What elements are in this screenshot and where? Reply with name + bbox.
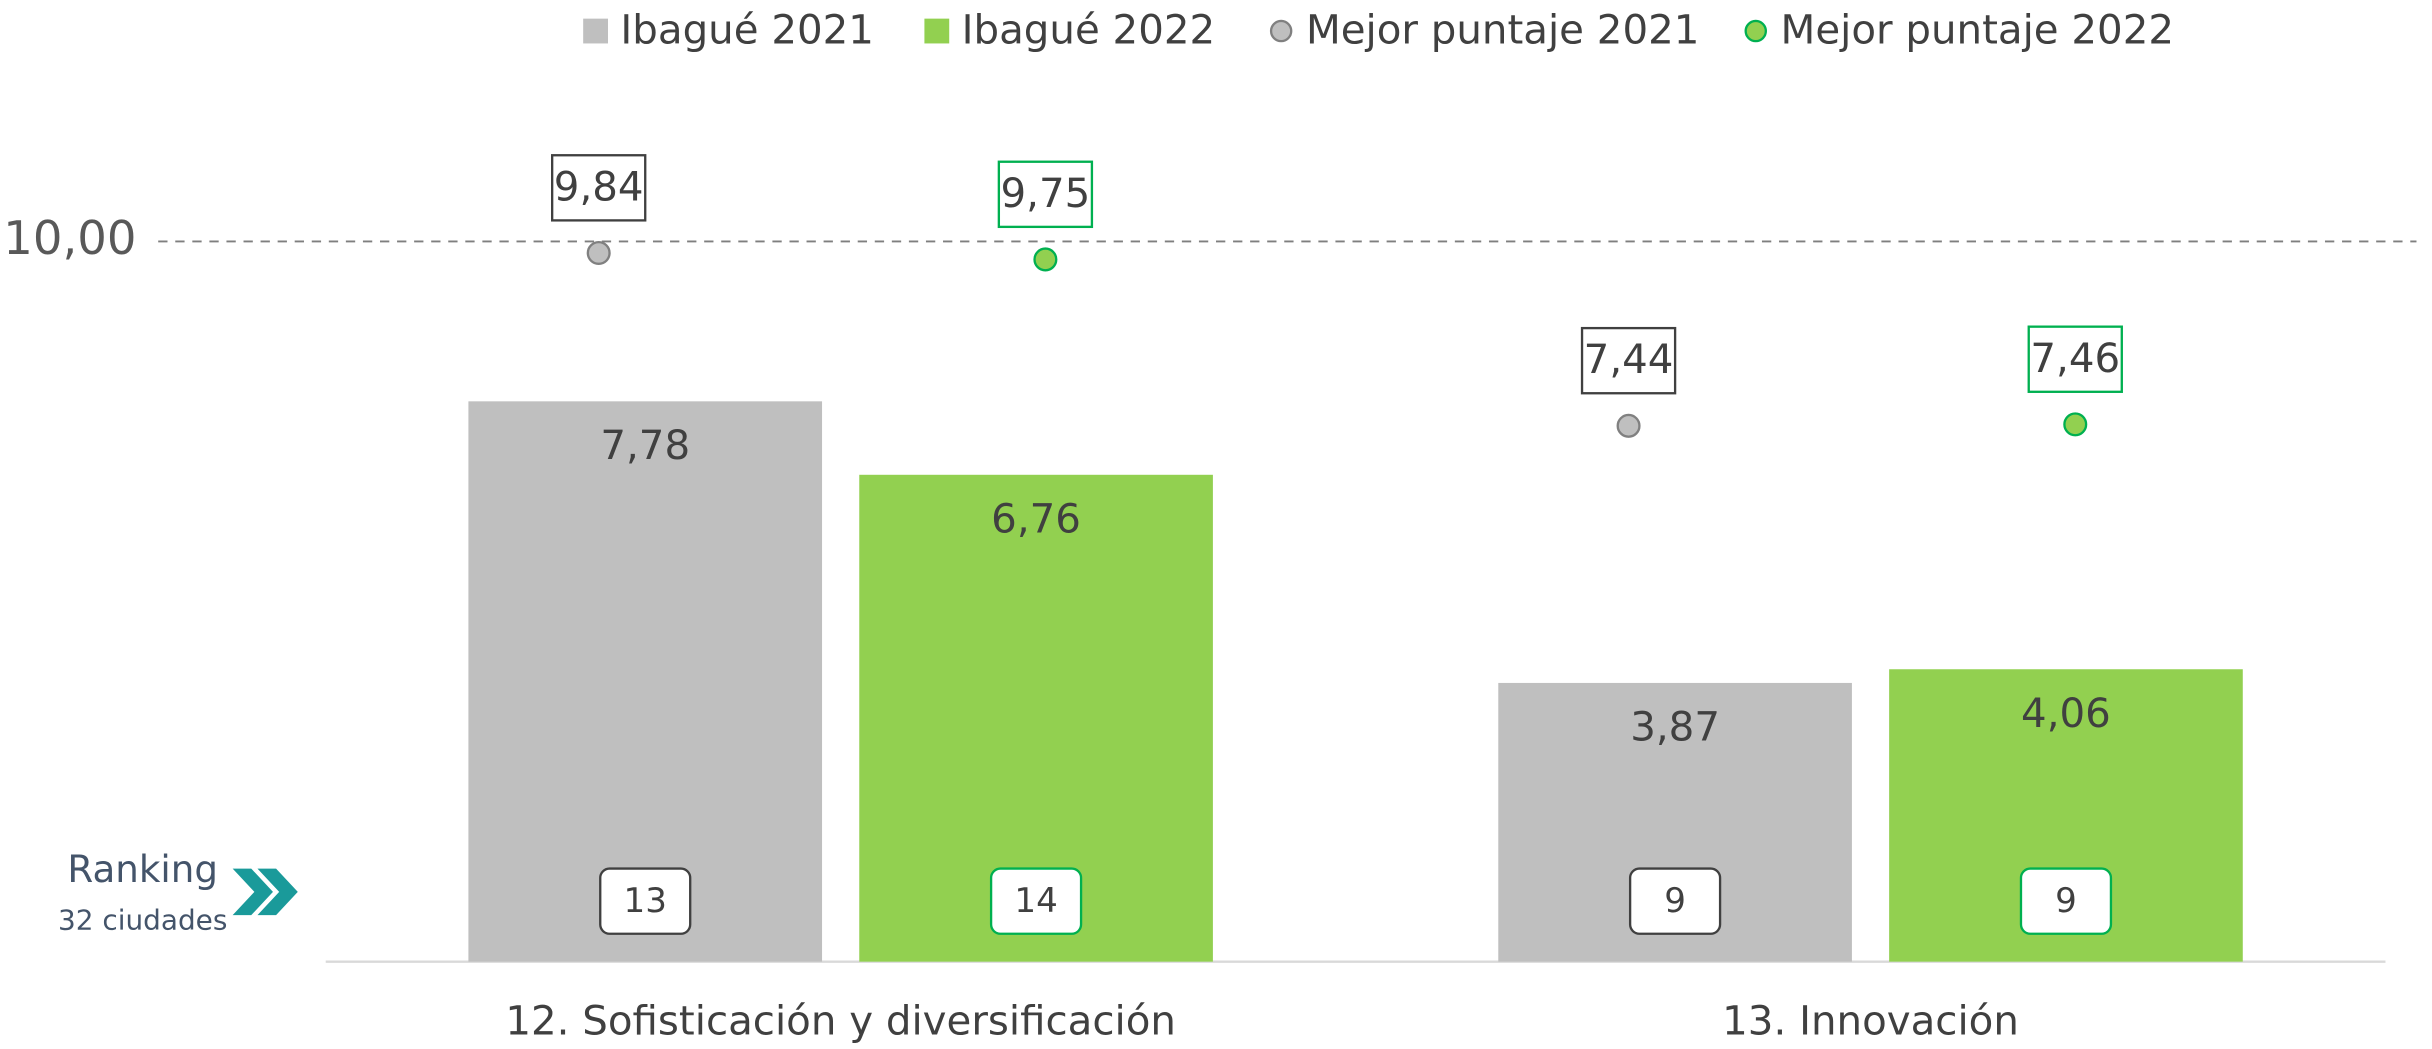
point-label-box: [551, 154, 647, 222]
point-label: 7,46: [2030, 335, 2120, 382]
value-label: 3,87: [1630, 703, 1720, 750]
ranking: 9: [1664, 881, 1686, 921]
legend-label: Mejor puntaje 2021: [1306, 7, 1699, 54]
point: [586, 240, 611, 265]
ranking-chevron: [232, 868, 298, 916]
ranking-title: Ranking: [67, 847, 218, 891]
value-label: 4,06: [2021, 690, 2111, 737]
x-tick-label: 13. Innovación: [1722, 998, 2019, 1045]
ranking-box: [2019, 867, 2113, 935]
point-label: 7,44: [1584, 336, 1674, 383]
ranking: 9: [2055, 881, 2077, 921]
ranking-subtitle: 32 ciudades: [58, 903, 227, 936]
point: [1033, 247, 1058, 272]
point: [2063, 412, 2088, 437]
value-label: 6,76: [991, 495, 1081, 542]
legend-marker: [924, 18, 950, 44]
legend-label: Mejor puntaje 2022: [1781, 7, 2174, 54]
legend-marker: [1744, 19, 1767, 43]
ranking-box: [1628, 867, 1722, 935]
legend-marker: [583, 18, 608, 44]
point: [1616, 413, 1641, 438]
value-label: 7,78: [600, 422, 690, 469]
point-label: 9,84: [554, 163, 644, 210]
point-label-box: [997, 160, 1094, 229]
ranking: 14: [1014, 881, 1057, 921]
legend-label: Ibagué 2021: [620, 7, 874, 54]
legend-label: Ibagué 2022: [962, 7, 1216, 54]
ranking-box: [989, 867, 1083, 935]
legend-marker: [1269, 19, 1293, 43]
ranking: 13: [624, 881, 667, 921]
x-tick-label: 12. Sofisticación y diversificación: [505, 998, 1176, 1045]
point-label-box: [1580, 326, 1677, 395]
point-label: 9,75: [1001, 170, 1091, 217]
ranking-box: [599, 867, 692, 935]
y-tick-label: 10,00: [3, 211, 136, 265]
point-label-box: [2027, 325, 2123, 393]
